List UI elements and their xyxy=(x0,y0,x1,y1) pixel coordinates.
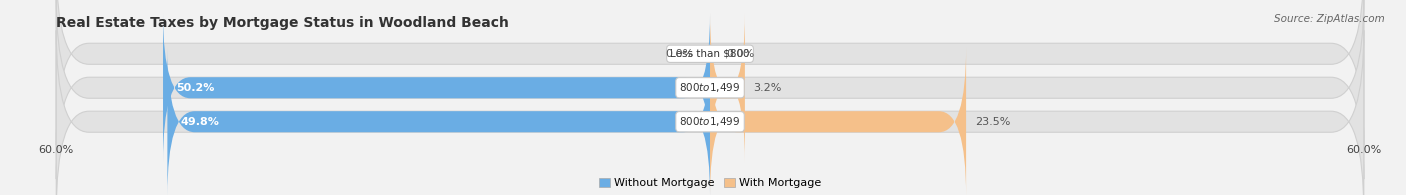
Text: $800 to $1,499: $800 to $1,499 xyxy=(679,115,741,128)
Legend: Without Mortgage, With Mortgage: Without Mortgage, With Mortgage xyxy=(595,173,825,193)
Text: 0.0%: 0.0% xyxy=(665,49,693,59)
FancyBboxPatch shape xyxy=(167,47,710,195)
Text: Less than $800: Less than $800 xyxy=(671,49,749,59)
Text: 50.2%: 50.2% xyxy=(176,83,215,93)
FancyBboxPatch shape xyxy=(163,13,710,162)
Text: Source: ZipAtlas.com: Source: ZipAtlas.com xyxy=(1274,14,1385,24)
Text: 3.2%: 3.2% xyxy=(754,83,782,93)
Text: 23.5%: 23.5% xyxy=(974,117,1010,127)
FancyBboxPatch shape xyxy=(710,47,966,195)
FancyBboxPatch shape xyxy=(56,0,1364,145)
Text: 0.0%: 0.0% xyxy=(727,49,755,59)
FancyBboxPatch shape xyxy=(710,13,745,162)
Text: $800 to $1,499: $800 to $1,499 xyxy=(679,81,741,94)
Text: Real Estate Taxes by Mortgage Status in Woodland Beach: Real Estate Taxes by Mortgage Status in … xyxy=(56,16,509,30)
FancyBboxPatch shape xyxy=(56,30,1364,195)
Text: 49.8%: 49.8% xyxy=(180,117,219,127)
FancyBboxPatch shape xyxy=(56,0,1364,179)
